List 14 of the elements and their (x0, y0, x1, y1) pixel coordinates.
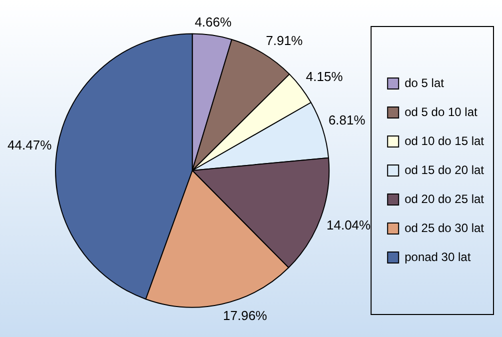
legend-label: ponad 30 lat (404, 250, 472, 264)
data-label: 17.96% (223, 308, 268, 324)
data-label: 7.91% (266, 33, 304, 48)
data-label: 14.04% (326, 217, 372, 232)
data-label: 4.66% (194, 14, 232, 30)
data-label: 6.81% (328, 112, 366, 128)
legend-label: od 5 do 10 lat (404, 104, 478, 119)
data-label: 4.15% (306, 69, 344, 84)
legend-label: od 25 do 30 lat (404, 220, 485, 235)
legend-label: od 20 do 25 lat (404, 192, 485, 206)
legend-label: od 10 do 15 lat (404, 134, 485, 148)
legend-label: do 5 lat (404, 76, 445, 90)
legend-label: od 15 do 20 lat (404, 162, 485, 177)
data-label: 44.47% (8, 137, 52, 152)
